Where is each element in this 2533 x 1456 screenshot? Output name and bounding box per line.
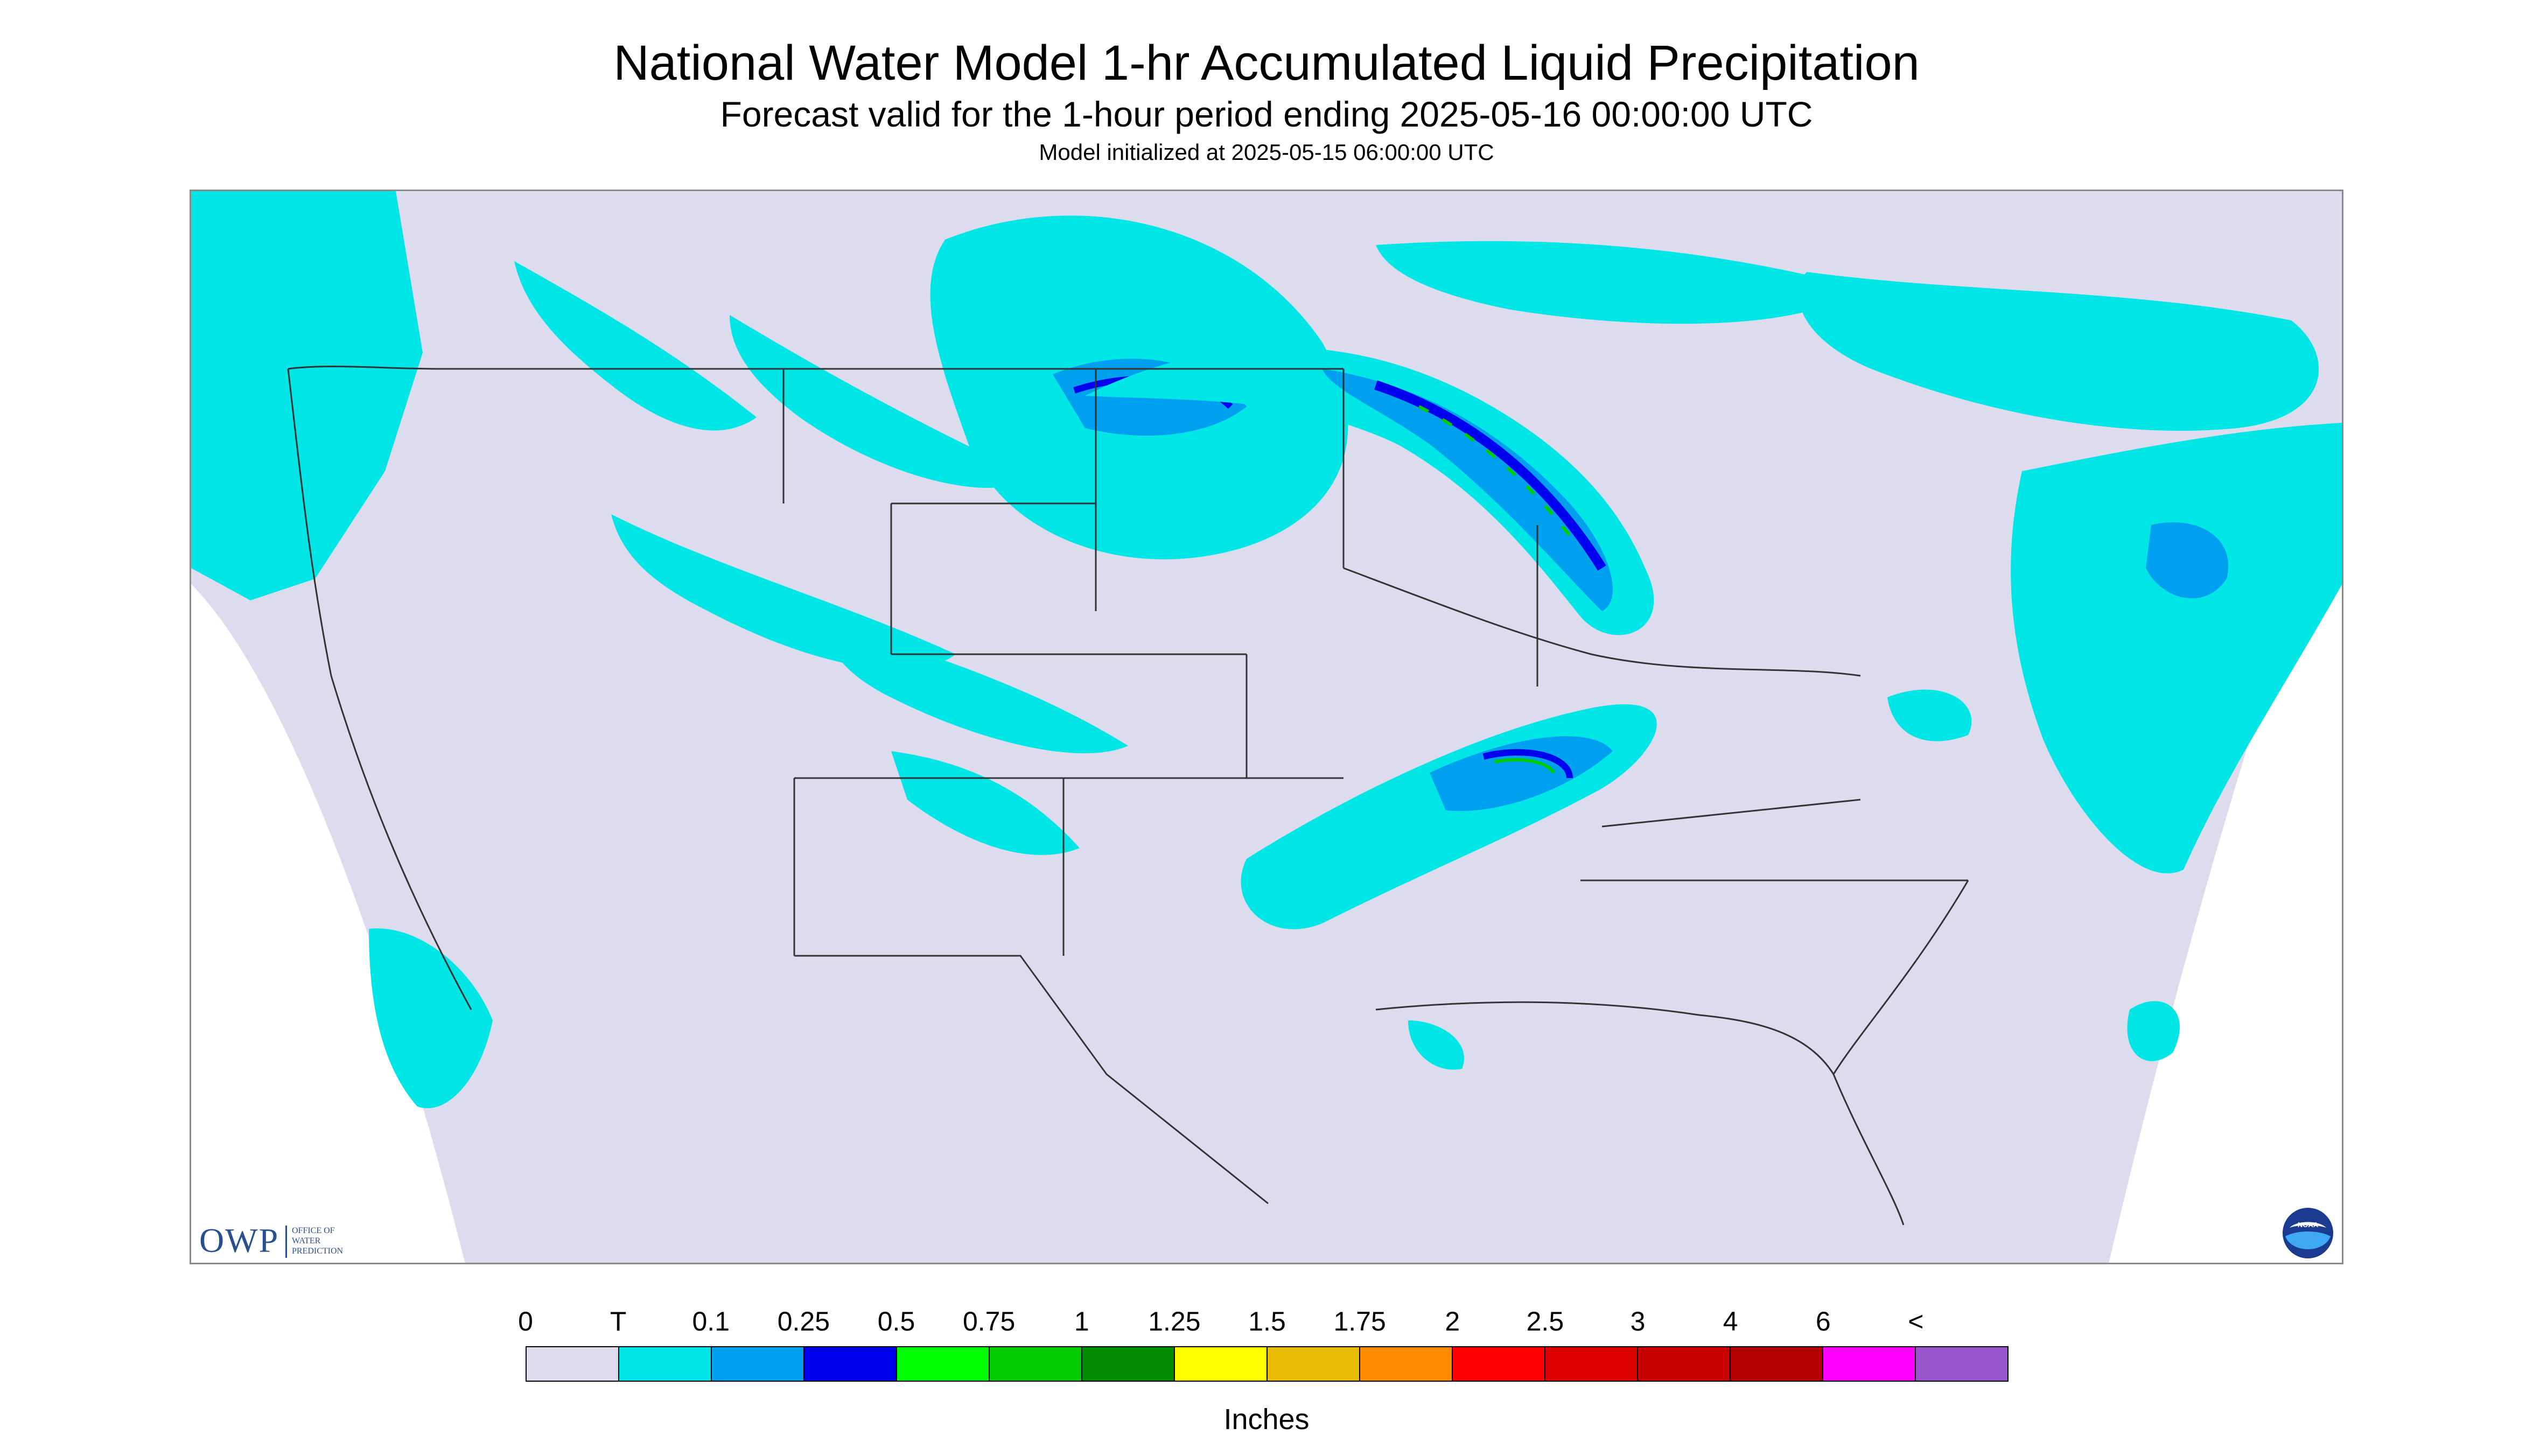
forecast-valid-subtitle: Forecast valid for the 1-hour period end… — [720, 94, 1813, 134]
precip-area-mid-atlantic — [1887, 689, 1972, 741]
precip-area-ontario — [1376, 241, 1860, 324]
map-boundaries — [287, 366, 1969, 1226]
map-canvas — [191, 191, 2342, 1263]
noaa-seal-text: NOAA — [2298, 1221, 2319, 1229]
legend-swatch — [712, 1347, 804, 1381]
precip-area-ohio-very-heavy — [1494, 758, 1555, 774]
precip-area-midwest-moderate — [1322, 369, 1613, 611]
legend-swatch — [527, 1347, 619, 1381]
precip-area-rockies-streak-2 — [611, 514, 956, 670]
precip-area-northeast-moderate — [2146, 522, 2229, 599]
legend-label: 2 — [1445, 1306, 1460, 1336]
legend-swatch — [1545, 1347, 1638, 1381]
west-coast — [287, 368, 472, 1010]
model-domain — [191, 191, 2342, 1263]
precip-area-gulf-coast — [1408, 1020, 1464, 1070]
legend-label: 0 — [518, 1306, 533, 1336]
precip-area-northeast — [2011, 423, 2342, 873]
legend-label: 2.5 — [1526, 1306, 1564, 1336]
legend-label: 1.25 — [1148, 1306, 1201, 1336]
state-boundaries — [782, 369, 1538, 1205]
legend-swatch — [619, 1347, 712, 1381]
legend-swatch — [1175, 1347, 1268, 1381]
legend-label: 0.75 — [962, 1306, 1016, 1336]
legend-label: 1 — [1074, 1306, 1089, 1336]
precip-area-pnw-inland — [334, 358, 396, 450]
owp-logo-letters: OWP — [199, 1221, 279, 1259]
legend-label: 3 — [1630, 1306, 1646, 1336]
legend-swatch — [804, 1347, 897, 1381]
precip-area-atlantic-offshore — [2127, 1001, 2180, 1061]
legend-label: T — [610, 1306, 627, 1336]
legend-swatch — [1731, 1347, 1823, 1381]
precip-area-ohio-moderate — [1430, 736, 1613, 811]
legend-color-bar — [526, 1346, 2009, 1382]
legend-swatch — [1638, 1347, 1731, 1381]
owp-logo: OWP OFFICE OF WATER PREDICTION — [199, 1221, 372, 1260]
legend-swatch — [1823, 1347, 1916, 1381]
east-state-boundaries — [1343, 567, 1968, 881]
precip-area-rockies-streak-3 — [730, 315, 1031, 488]
legend-label: < — [1908, 1306, 1924, 1336]
gulf-coast — [1375, 1001, 1835, 1075]
legend-label: 1.75 — [1333, 1306, 1386, 1336]
legend-label: 1.5 — [1248, 1306, 1286, 1336]
legend-swatch — [1268, 1347, 1360, 1381]
legend-swatch — [1360, 1347, 1453, 1381]
legend-swatch — [1082, 1347, 1175, 1381]
precipitation-legend: 0 T 0.1 0.25 0.5 0.75 1 1.25 1.5 1.75 2 2.5 3 4 6 < — [518, 1305, 2009, 1382]
legend-label: 4 — [1723, 1306, 1738, 1336]
us-canada-border — [288, 366, 1344, 370]
legend-swatch — [1916, 1347, 2007, 1381]
precipitation-map — [190, 190, 2343, 1264]
owp-logo-line-1: OFFICE OF — [292, 1226, 335, 1235]
legend-label: 6 — [1815, 1306, 1831, 1336]
east-coast — [1832, 880, 1969, 1226]
precip-area-quebec — [1799, 272, 2319, 431]
precip-area-upper-midwest-band — [1085, 347, 1654, 635]
legend-swatch — [1453, 1347, 1545, 1381]
model-init-line: Model initialized at 2025-05-15 06:00:00… — [1039, 139, 1494, 165]
owp-logo-line-3: PREDICTION — [292, 1247, 344, 1256]
precip-area-ohio-heavy — [1482, 749, 1573, 779]
owp-logo-subtext: OFFICE OF WATER PREDICTION — [292, 1226, 373, 1256]
precip-area-pacific-northwest — [191, 191, 423, 600]
legend-swatch — [990, 1347, 1082, 1381]
noaa-seal-icon: NOAA — [2281, 1206, 2335, 1260]
legend-labels: 0 T 0.1 0.25 0.5 0.75 1 1.25 1.5 1.75 2 2.5 3 4 6 < — [518, 1305, 2009, 1340]
precip-area-rockies-streak-1 — [514, 261, 757, 431]
legend-label: 0.1 — [692, 1306, 730, 1336]
precip-area-midwest-heavy — [1374, 380, 1606, 571]
legend-swatch — [897, 1347, 990, 1381]
owp-logo-divider — [285, 1226, 287, 1258]
precip-area-colorado — [891, 751, 1080, 855]
owp-logo-line-2: WATER — [292, 1236, 321, 1245]
legend-label: 0.5 — [877, 1306, 915, 1336]
precip-area-baja-offshore — [369, 928, 493, 1109]
chart-title: National Water Model 1-hr Accumulated Li… — [613, 36, 1920, 90]
legend-label: 0.25 — [777, 1306, 830, 1336]
legend-units: Inches — [1223, 1403, 1310, 1436]
precip-area-midwest-very-heavy — [1418, 405, 1571, 537]
